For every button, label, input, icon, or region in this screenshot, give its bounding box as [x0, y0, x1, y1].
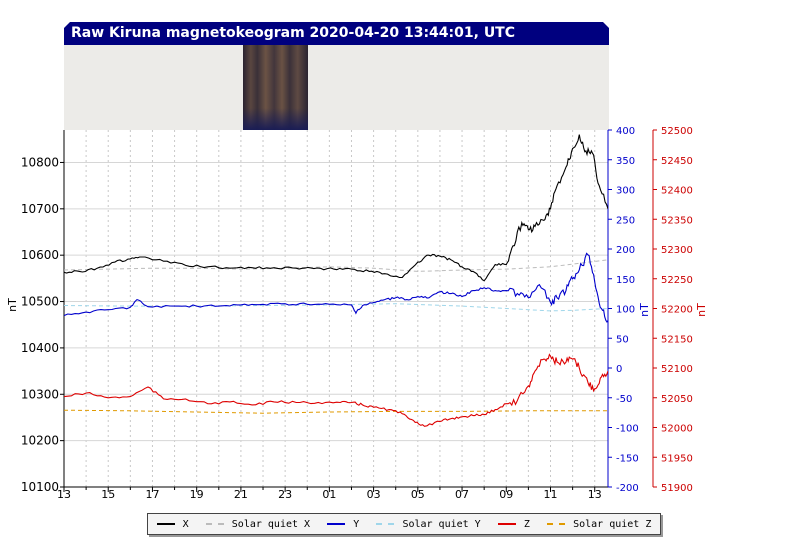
y-right1-tick-label: -100 [616, 424, 639, 435]
y-right1-tick-label: -50 [616, 394, 632, 405]
y-right2-tick-label: 52400 [661, 186, 693, 197]
legend-label-solar-quiet-x: Solar quiet X [231, 518, 311, 530]
y-left-tick-label: 10600 [21, 248, 59, 262]
y-right2-tick-label: 52000 [661, 424, 693, 435]
y-right1-tick-label: 250 [616, 215, 635, 226]
y-right1-tick-label: 400 [616, 126, 635, 137]
legend-swatch-solar-quiet-x [205, 523, 224, 525]
series-solar-quiet-z-line [64, 409, 608, 414]
magnetogram-chart: 13 15 17 19 21 23 01 03 05 07 09 11 1310100102001030… [6, 126, 708, 501]
x-tick-label: 13 [588, 488, 602, 501]
series-solar-quiet-y-line [64, 303, 608, 312]
legend-label-z: Z [523, 518, 530, 530]
chart-title-bar: Raw Kiruna magnetokeogram 2020-04-20 13:… [64, 22, 609, 45]
legend-label-solar-quiet-y: Solar quiet Y [402, 518, 481, 530]
x-tick-label: 21 [234, 488, 248, 501]
x-tick-label: 17 [145, 488, 159, 501]
y-left-tick-label: 10200 [21, 434, 59, 448]
y-right1-axis-label: nT [638, 303, 651, 317]
chart-title: Raw Kiruna magnetokeogram 2020-04-20 13:… [71, 25, 516, 41]
series-solar-quiet-x-line [64, 259, 608, 272]
x-tick-label: 07 [455, 488, 469, 501]
series-z-line [64, 353, 608, 427]
legend-swatch-y [327, 523, 346, 525]
y-right1-tick-label: -200 [616, 483, 639, 494]
legend-item-y: Y [327, 519, 359, 530]
y-right2-tick-label: 52150 [661, 334, 693, 345]
y-left-tick-label: 10800 [21, 155, 59, 169]
legend-label-x: X [182, 518, 189, 530]
y-right1-tick-label: 300 [616, 186, 635, 197]
legend-item-solar-quiet-x: Solar quiet X [205, 518, 311, 530]
x-tick-label: 09 [499, 488, 513, 501]
legend-label-solar-quiet-z: Solar quiet Z [573, 518, 652, 530]
y-left-axis-label: nT [6, 298, 19, 312]
plot-area [64, 130, 608, 487]
legend-swatch-solar-quiet-z [547, 523, 566, 525]
y-right1-tick-label: 0 [616, 364, 622, 375]
series-y-line [64, 252, 608, 323]
legend-item-solar-quiet-y: Solar quiet Y [376, 518, 481, 530]
x-tick-label: 03 [367, 488, 381, 501]
keogram-strip [64, 45, 609, 130]
y-right2-tick-label: 52500 [661, 126, 693, 137]
y-left-tick-label: 10400 [21, 341, 59, 355]
y-right2-tick-label: 52450 [661, 156, 693, 167]
y-right2-tick-label: 52350 [661, 215, 693, 226]
y-right2-tick-label: 52300 [661, 245, 693, 256]
y-right2-tick-label: 52100 [661, 364, 693, 375]
y-right1-tick-label: 100 [616, 305, 635, 316]
legend-swatch-z [497, 523, 516, 525]
chart-legend: X Solar quiet X Y Solar quiet Y Z Solar … [147, 513, 661, 535]
y-right1-tick-label: 150 [616, 275, 635, 286]
legend-label-y: Y [353, 518, 360, 530]
y-right1-tick-label: 350 [616, 156, 635, 167]
legend-swatch-x [156, 523, 175, 525]
y-left-tick-label: 10300 [21, 387, 59, 401]
y-right2-tick-label: 52050 [661, 394, 693, 405]
x-tick-label: 19 [190, 488, 204, 501]
y-right1-tick-label: -150 [616, 453, 639, 464]
y-right1-tick-label: 50 [616, 334, 629, 345]
x-tick-label: 05 [411, 488, 425, 501]
x-tick-label: 11 [544, 488, 558, 501]
keogram-thumbnail[interactable] [243, 45, 308, 130]
x-tick-label: 15 [101, 488, 115, 501]
y-right2-tick-label: 51950 [661, 453, 693, 464]
x-tick-label: 23 [278, 488, 292, 501]
series-x-line [64, 134, 608, 282]
y-left-tick-label: 10100 [21, 480, 59, 494]
legend-swatch-solar-quiet-y [376, 523, 395, 525]
x-tick-label: 13 [57, 488, 71, 501]
x-tick-label: 01 [322, 488, 336, 501]
y-right2-tick-label: 52250 [661, 275, 693, 286]
legend-item-x: X [156, 518, 189, 530]
y-right2-tick-label: 52200 [661, 305, 693, 316]
y-left-tick-label: 10700 [21, 202, 59, 216]
y-right2-tick-label: 51900 [661, 483, 693, 494]
y-right2-axis-label: nT [695, 303, 708, 317]
legend-item-solar-quiet-z: Solar quiet Z [547, 519, 651, 530]
y-left-tick-label: 10500 [21, 295, 59, 309]
y-right1-tick-label: 200 [616, 245, 635, 256]
legend-item-z: Z [497, 518, 530, 530]
